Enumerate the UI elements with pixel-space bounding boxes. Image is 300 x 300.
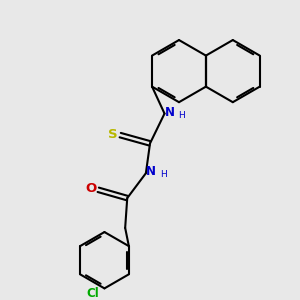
Text: N: N <box>146 166 156 178</box>
Text: S: S <box>108 128 118 141</box>
Text: O: O <box>85 182 96 196</box>
Text: H: H <box>160 170 167 179</box>
Text: N: N <box>164 106 175 119</box>
Text: Cl: Cl <box>86 287 99 300</box>
Text: H: H <box>178 111 185 120</box>
